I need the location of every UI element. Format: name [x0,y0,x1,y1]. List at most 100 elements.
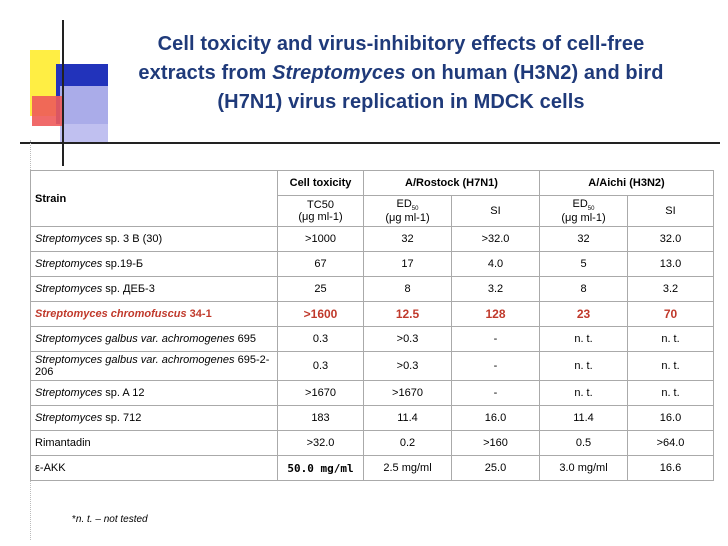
aichi-si-cell: n. t. [627,326,714,353]
header-row-1: Strain Cell toxicity A/Rostock (H7N1) A/… [30,169,714,228]
rostock-ed-cell: >0.3 [363,326,452,353]
header-cell-toxicity: Cell toxicity [277,170,364,196]
strain-rest: sp.19-Б [102,258,144,271]
aichi-ed-cell: n. t. [539,326,628,353]
aichi-ed-cell: n. t. [539,351,628,382]
header-rostock-si: SI [451,194,540,228]
rostock-ed-cell: 11.4 [363,405,452,432]
aichi-si-cell: 16.6 [627,455,714,482]
aichi-si-cell: 32.0 [627,226,714,253]
rostock-si-cell: - [451,380,540,407]
table-row: Streptomyces galbus var. achromogenes 69… [30,326,714,353]
ed50-label: ED [396,198,412,210]
footnote-star: * [72,514,76,525]
footnote: *n. t. – not tested [72,514,148,525]
aichi-si-cell: 16.0 [627,405,714,432]
aichi-ed-cell: 23 [539,301,628,328]
tc50-cell: 67 [277,251,364,278]
table-row: Streptomyces sp.19-Б 67 17 4.0 5 13.0 [30,251,714,278]
strain-italic: Streptomyces galbus var. achromogenes [35,354,235,367]
rostock-si-cell: 16.0 [451,405,540,432]
decor-lavender-square [60,86,108,142]
strain-rest: sp. 712 [102,412,142,425]
strain-cell: ε-AKK [30,455,278,482]
decor-vertical-line [62,20,64,166]
rostock-si-cell: >160 [451,430,540,457]
table-row-highlight: Streptomyces chromofuscus 34-1 >1600 12.… [30,301,714,328]
header-tc50: TC50 (μg ml-1) [277,194,364,228]
header-strain: Strain [30,169,278,228]
strain-italic: Streptomyces [35,258,103,271]
aichi-ed-cell: 5 [539,251,628,278]
strain-cell: Streptomyces sp. A 12 [30,380,278,407]
table-row: Streptomyces sp. A 12 >1670 >1670 - n. t… [30,380,714,407]
title-line2-pre: extracts from [138,62,273,84]
title-line3: (H7N1) virus replication in MDCK cells [217,91,585,113]
aichi-ed-cell: 32 [539,226,628,253]
table-row: ε-AKK 50.0 mg/ml 2.5 mg/ml 25.0 3.0 mg/m… [30,455,714,482]
strain-cell: Streptomyces chromofuscus 34-1 [30,301,278,328]
table-row: Rimantadin >32.0 0.2 >160 0.5 >64.0 [30,430,714,457]
strain-rest: 34-1 [186,308,212,321]
strain-rest: sp. 3 В (30) [102,233,163,246]
tc50-unit: (μg ml-1) [298,211,343,224]
strain-italic: Streptomyces [35,412,103,425]
rostock-ed-cell: 0.2 [363,430,452,457]
tc50-cell: 0.3 [277,351,364,382]
strain-cell: Rimantadin [30,430,278,457]
header-rostock: A/Rostock (H7N1) [363,170,540,196]
rostock-ed-cell: >1670 [363,380,452,407]
tc50-cell: >1670 [277,380,364,407]
rostock-si-cell: - [451,351,540,382]
rostock-si-cell: 3.2 [451,276,540,303]
strain-rest: 695-2-206 [35,354,270,379]
table-row: Streptomyces sp. 712 183 11.4 16.0 11.4 … [30,405,714,432]
aichi-si-cell: n. t. [627,351,714,382]
footnote-text: n. t. – not tested [75,514,148,525]
rostock-si-cell: 4.0 [451,251,540,278]
aichi-ed-cell: 0.5 [539,430,628,457]
decor-red-square [32,96,64,126]
header-row-2: TC50 (μg ml-1) ED50 (μg ml-1) SI ED50 (μg m… [31,194,714,228]
rostock-ed-cell: 2.5 mg/ml [363,455,452,482]
title-line2-italic: Streptomyces [272,62,406,84]
table-row: Streptomyces sp. ДЕБ-3 25 8 3.2 8 3.2 [30,276,714,303]
strain-italic: Streptomyces galbus var. achromogenes [35,333,235,346]
rostock-ed-cell: >0.3 [363,351,452,382]
title-line2-post: on human (H3N2) and bird [405,62,664,84]
aichi-si-cell: n. t. [627,380,714,407]
tc50-cell: 25 [277,276,364,303]
strain-rest: ε-AKK [35,462,66,475]
rostock-si-cell: - [451,326,540,353]
ed-unit: (μg ml-1) [385,212,430,225]
aichi-ed-cell: 11.4 [539,405,628,432]
strain-italic: Streptomyces chromofuscus [35,308,187,321]
header-aichi: A/Aichi (H3N2) [539,170,714,196]
rostock-ed-cell: 12.5 [363,301,452,328]
tc50-cell: >32.0 [277,430,364,457]
title-line1: Cell toxicity and virus-inhibitory effec… [157,33,645,55]
tc50-cell: >1600 [277,301,364,328]
header-rostock-ed50: ED50 (μg ml-1) [363,194,452,228]
aichi-ed-cell: 3.0 mg/ml [539,455,628,482]
rostock-si-cell: 128 [451,301,540,328]
tc50-cell: 50.0 mg/ml [277,455,364,482]
aichi-si-cell: >64.0 [627,430,714,457]
aichi-si-cell: 13.0 [627,251,714,278]
ed50-sub: 50 [587,206,595,213]
tc50-cell: 183 [277,405,364,432]
strain-cell: Streptomyces sp.19-Б [30,251,278,278]
strain-cell: Streptomyces sp. 712 [30,405,278,432]
aichi-ed-cell: 8 [539,276,628,303]
ed50-sub: 50 [411,206,419,213]
decor-horizontal-line [20,142,720,144]
tc50-cell: >1000 [277,226,364,253]
slide-title: Cell toxicity and virus-inhibitory effec… [76,30,726,117]
rostock-ed-cell: 32 [363,226,452,253]
ed50-label: ED [572,198,588,210]
strain-italic: Streptomyces [35,387,103,400]
aichi-si-cell: 3.2 [627,276,714,303]
header-aichi-si: SI [627,194,714,228]
strain-italic: Streptomyces [35,283,103,296]
strain-cell: Streptomyces sp. 3 В (30) [30,226,278,253]
